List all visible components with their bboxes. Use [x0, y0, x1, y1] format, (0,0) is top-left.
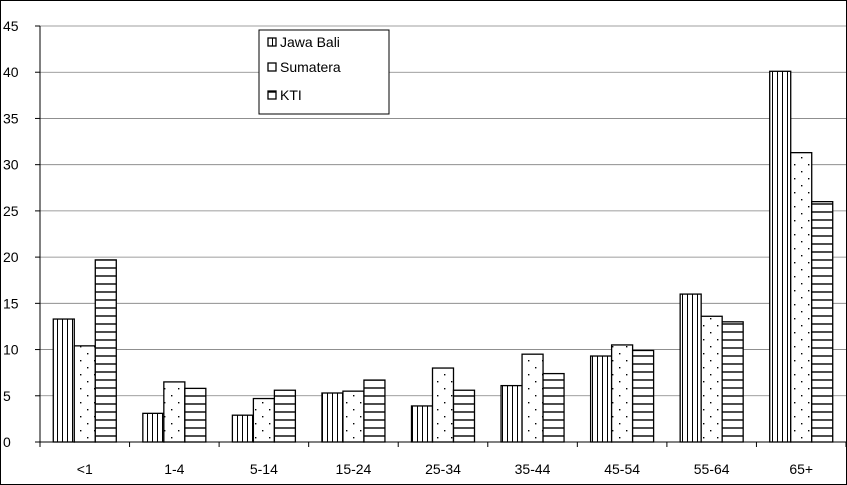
x-tick-label-55-64: 55-64: [694, 461, 730, 477]
legend-box: [258, 29, 390, 115]
y-tick-label-25: 25: [3, 203, 19, 219]
bar-kti-lt1: [94, 259, 117, 443]
legend-swatch-jawa-bali: [267, 37, 277, 47]
bar-kti-25-34: [452, 389, 476, 443]
bar-kti-15-24: [363, 379, 386, 443]
x-tick-label-5-14: 5-14: [250, 461, 278, 477]
y-tick-label-20: 20: [3, 249, 19, 265]
bar-sumatera-65plus: [790, 151, 813, 443]
legend-label-sumatera: Sumatera: [280, 59, 341, 75]
legend-item-sumatera: Sumatera: [267, 59, 341, 75]
bar-sumatera-5-14: [252, 397, 276, 443]
y-tick-label-45: 45: [3, 18, 19, 34]
legend-swatch-kti: [267, 90, 277, 100]
legend-swatch-sumatera: [267, 62, 277, 72]
bar-jawa-bali-35-44: [500, 384, 523, 443]
bar-kti-55-64: [721, 321, 744, 443]
x-tick-label-45-54: 45-54: [604, 461, 640, 477]
legend-item-kti: KTI: [267, 87, 302, 103]
x-tick-label-35-44: 35-44: [515, 461, 551, 477]
legend-label-kti: KTI: [280, 87, 302, 103]
bar-kti-1-4: [184, 387, 207, 443]
bar-jawa-bali-65plus: [769, 70, 792, 443]
x-tick-label-lt1: <1: [77, 461, 93, 477]
bar-jawa-bali-15-24: [321, 392, 344, 443]
bar-sumatera-1-4: [163, 381, 186, 443]
y-axis: 0 5 10 15 20 25 30 35 40 45: [3, 18, 41, 450]
bar-kti-35-44: [542, 372, 565, 443]
x-tick-label-65plus: 65+: [789, 461, 813, 477]
legend-label-jawa-bali: Jawa Bali: [280, 34, 340, 50]
legend: Jawa Bali Sumatera KTI: [258, 29, 390, 115]
bar-jawa-bali-25-34: [410, 405, 434, 443]
y-tick-label-40: 40: [3, 64, 19, 80]
y-tick-label-30: 30: [3, 157, 19, 173]
y-tick-label-5: 5: [3, 388, 11, 404]
bar-kti-45-54: [631, 349, 655, 443]
bar-jawa-bali-45-54: [589, 355, 613, 443]
bar-sumatera-lt1: [73, 345, 96, 443]
bar-kti-5-14: [273, 389, 297, 443]
bar-sumatera-25-34: [431, 367, 455, 443]
legend-item-jawa-bali: Jawa Bali: [267, 34, 340, 50]
x-tick-label-1-4: 1-4: [164, 461, 184, 477]
y-tick-label-15: 15: [3, 295, 19, 311]
bar-kti-65plus: [811, 200, 834, 443]
x-tick-label-25-34: 25-34: [425, 461, 461, 477]
bar-jawa-bali-1-4: [142, 412, 165, 443]
bar-sumatera-55-64: [700, 315, 723, 443]
x-axis: <1 1-4 5-14 15-24 25-34 35-44 45-54 55-64 65+: [39, 441, 847, 477]
y-tick-label-10: 10: [3, 342, 19, 358]
bar-jawa-bali-55-64: [679, 293, 702, 443]
bar-sumatera-35-44: [521, 353, 544, 443]
y-tick-label-0: 0: [3, 434, 11, 450]
bar-jawa-bali-lt1: [52, 318, 75, 443]
x-tick-label-15-24: 15-24: [336, 461, 372, 477]
y-tick-label-35: 35: [3, 110, 19, 126]
bar-sumatera-45-54: [610, 344, 634, 443]
bar-sumatera-15-24: [342, 390, 365, 443]
bar-jawa-bali-5-14: [231, 414, 255, 443]
